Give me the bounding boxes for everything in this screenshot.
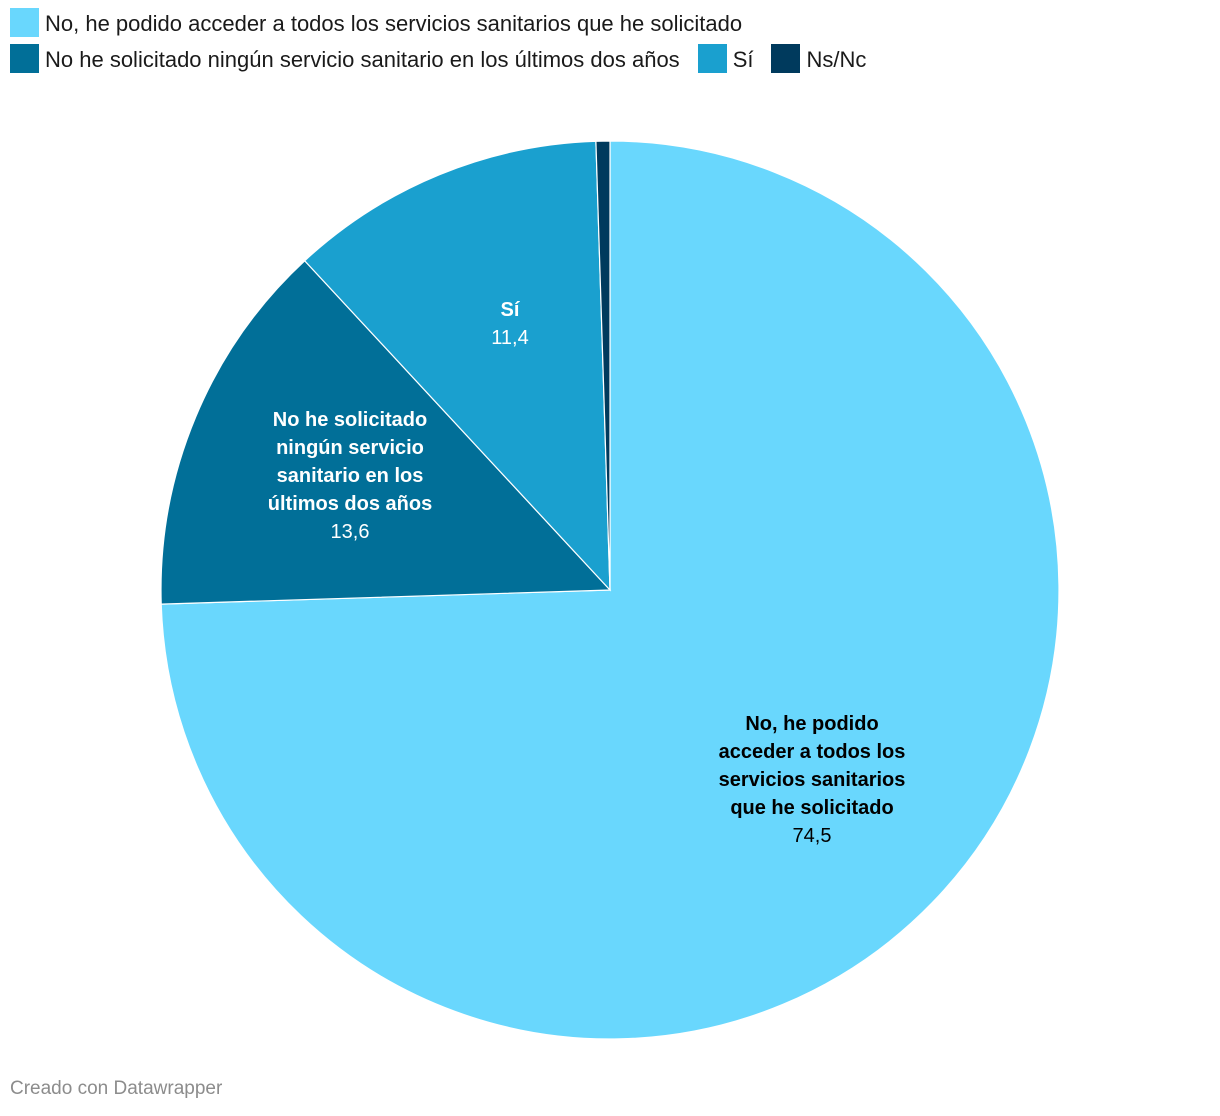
legend-item-yes: Sí	[697, 42, 754, 78]
slice-value: 74,5	[793, 825, 832, 847]
legend-swatch	[771, 44, 801, 73]
legend-swatch	[10, 8, 39, 37]
slice-label: No he solicitado ningún servicio sanitario…	[268, 409, 432, 543]
pie-slice	[160, 259, 612, 605]
legend-item-not-requested: No he solicitado ningún servicio sanitar…	[10, 42, 680, 78]
chart-legend: No, he podido acceder a todos los servic…	[10, 6, 1210, 78]
legend-swatch	[10, 44, 39, 73]
slice-label: No, he podido acceder a todos los servicio…	[719, 713, 906, 847]
footer-credit: Creado con Datawrapper	[10, 1078, 223, 1099]
legend-item-nsnc: Ns/Nc	[771, 42, 866, 78]
slice-label: Sí 11,4	[491, 299, 528, 349]
legend-label: No, he podido acceder a todos los servic…	[45, 11, 743, 36]
legend-swatch	[697, 44, 727, 73]
legend-label: No he solicitado ningún servicio sanitar…	[45, 47, 680, 72]
slice-value: 13,6	[331, 521, 370, 543]
legend-label: Ns/Nc	[806, 47, 867, 72]
legend-item-accessed-all: No, he podido acceder a todos los servic…	[10, 6, 742, 42]
pie-slice	[303, 140, 611, 592]
legend-label: Sí	[732, 47, 754, 72]
slice-value: 11,4	[491, 327, 528, 349]
pie-slice	[595, 140, 611, 591]
